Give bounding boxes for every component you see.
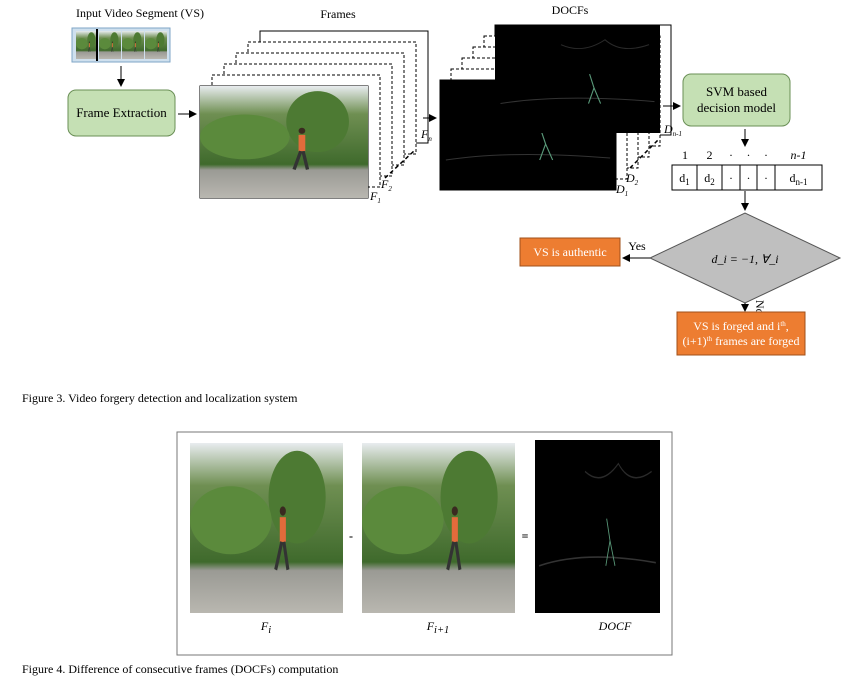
- svm-box: [682, 73, 791, 127]
- cell-base: d: [704, 171, 710, 185]
- cell-text: d2: [704, 171, 715, 187]
- label-sub: n-1: [673, 130, 682, 138]
- cell-sub: n-1: [796, 177, 808, 187]
- authentic-box: [519, 237, 621, 267]
- label-sub: i: [268, 625, 271, 636]
- cell-text: ·: [747, 171, 751, 185]
- label-sub: 1: [377, 197, 381, 205]
- label-base: D: [615, 182, 625, 196]
- label: F2: [380, 177, 392, 193]
- label-base: F: [420, 127, 429, 141]
- vector-cell: [774, 164, 823, 191]
- label-sub: 2: [635, 179, 639, 187]
- index-label: 2: [707, 148, 713, 162]
- frame-image: [190, 443, 343, 613]
- fo: SVM based decision model: [696, 84, 777, 115]
- cell-text: dn-1: [790, 171, 808, 187]
- equals: =: [522, 529, 529, 543]
- label: Fn: [420, 127, 432, 143]
- cell-text: ·: [729, 171, 733, 185]
- forged-line: (i+1): [683, 334, 707, 348]
- cell-sub: 1: [685, 177, 690, 187]
- label-base: F: [260, 619, 269, 633]
- yes-label: Yes: [628, 239, 646, 253]
- sup: th: [780, 320, 786, 328]
- svm-text: SVM based decision model: [696, 84, 777, 115]
- frame-extraction-box: [67, 89, 176, 137]
- vector-cell: [696, 164, 723, 191]
- label: Fi: [260, 619, 271, 636]
- index-label: ·: [764, 148, 768, 162]
- cell-base: d: [679, 171, 685, 185]
- sup: th: [707, 335, 713, 343]
- forged-text: VS is forged and ith,: [693, 319, 789, 333]
- label-base: D: [663, 122, 673, 136]
- vector-cell: [671, 164, 698, 191]
- filmstrip: [71, 27, 171, 63]
- no-label: No: [753, 300, 767, 315]
- caption: Figure 4. Difference of consecutive fram…: [22, 662, 338, 676]
- index-label: n-1: [791, 148, 807, 162]
- authentic-text: VS is authentic: [533, 245, 606, 259]
- label: D2: [625, 171, 639, 187]
- cell-text: d1: [679, 171, 690, 187]
- label-sub: 2: [388, 185, 392, 193]
- frame-image: [362, 443, 515, 613]
- label-base: D: [625, 171, 635, 185]
- label: D1: [615, 182, 628, 198]
- docf-image: [535, 440, 660, 613]
- label-base: F: [380, 177, 389, 191]
- index-label: ·: [729, 148, 733, 162]
- figure4-labels: Fi Fi+1 DOCF: [260, 619, 632, 636]
- decision-diamond: [648, 212, 842, 304]
- docfs-label: DOCFs: [552, 3, 589, 17]
- label-base: F: [426, 619, 435, 633]
- input-label: Input Video Segment (VS): [76, 6, 204, 20]
- caption: Figure 3. Video forgery detection and lo…: [22, 391, 298, 405]
- forged-text: (i+1)th frames are forged: [683, 334, 800, 348]
- cell-base: ·: [729, 171, 733, 185]
- label: F1: [369, 189, 381, 205]
- forged-line: frames are forged: [712, 334, 799, 348]
- frame-extraction: Frame Extraction: [76, 105, 167, 120]
- cell-base: ·: [764, 171, 768, 185]
- frames-label: Frames: [320, 7, 356, 21]
- cell-text: ·: [764, 171, 768, 185]
- label-base: DOCF: [598, 619, 632, 633]
- index-label: 1: [682, 148, 688, 162]
- label-sub: 1: [625, 190, 629, 198]
- label: Fi+1: [426, 619, 450, 636]
- cell-base: ·: [747, 171, 751, 185]
- label: DOCF: [598, 619, 632, 633]
- label: Dn-1: [663, 122, 682, 138]
- cell-sub: 2: [710, 177, 715, 187]
- forged-line: VS is forged and i: [693, 319, 781, 333]
- top-sheet: [495, 25, 660, 133]
- label-sub: i+1: [434, 625, 449, 636]
- stack-image: [200, 86, 368, 198]
- label-sub: n: [428, 135, 432, 143]
- label-base: F: [369, 189, 378, 203]
- decision-text: d_i = −1, ∀_i: [711, 252, 778, 266]
- forged-box: [676, 311, 806, 356]
- cell-base: d: [790, 171, 796, 185]
- index-label: ·: [747, 148, 751, 162]
- minus: -: [349, 529, 353, 543]
- fo: Frame Extraction: [76, 105, 167, 120]
